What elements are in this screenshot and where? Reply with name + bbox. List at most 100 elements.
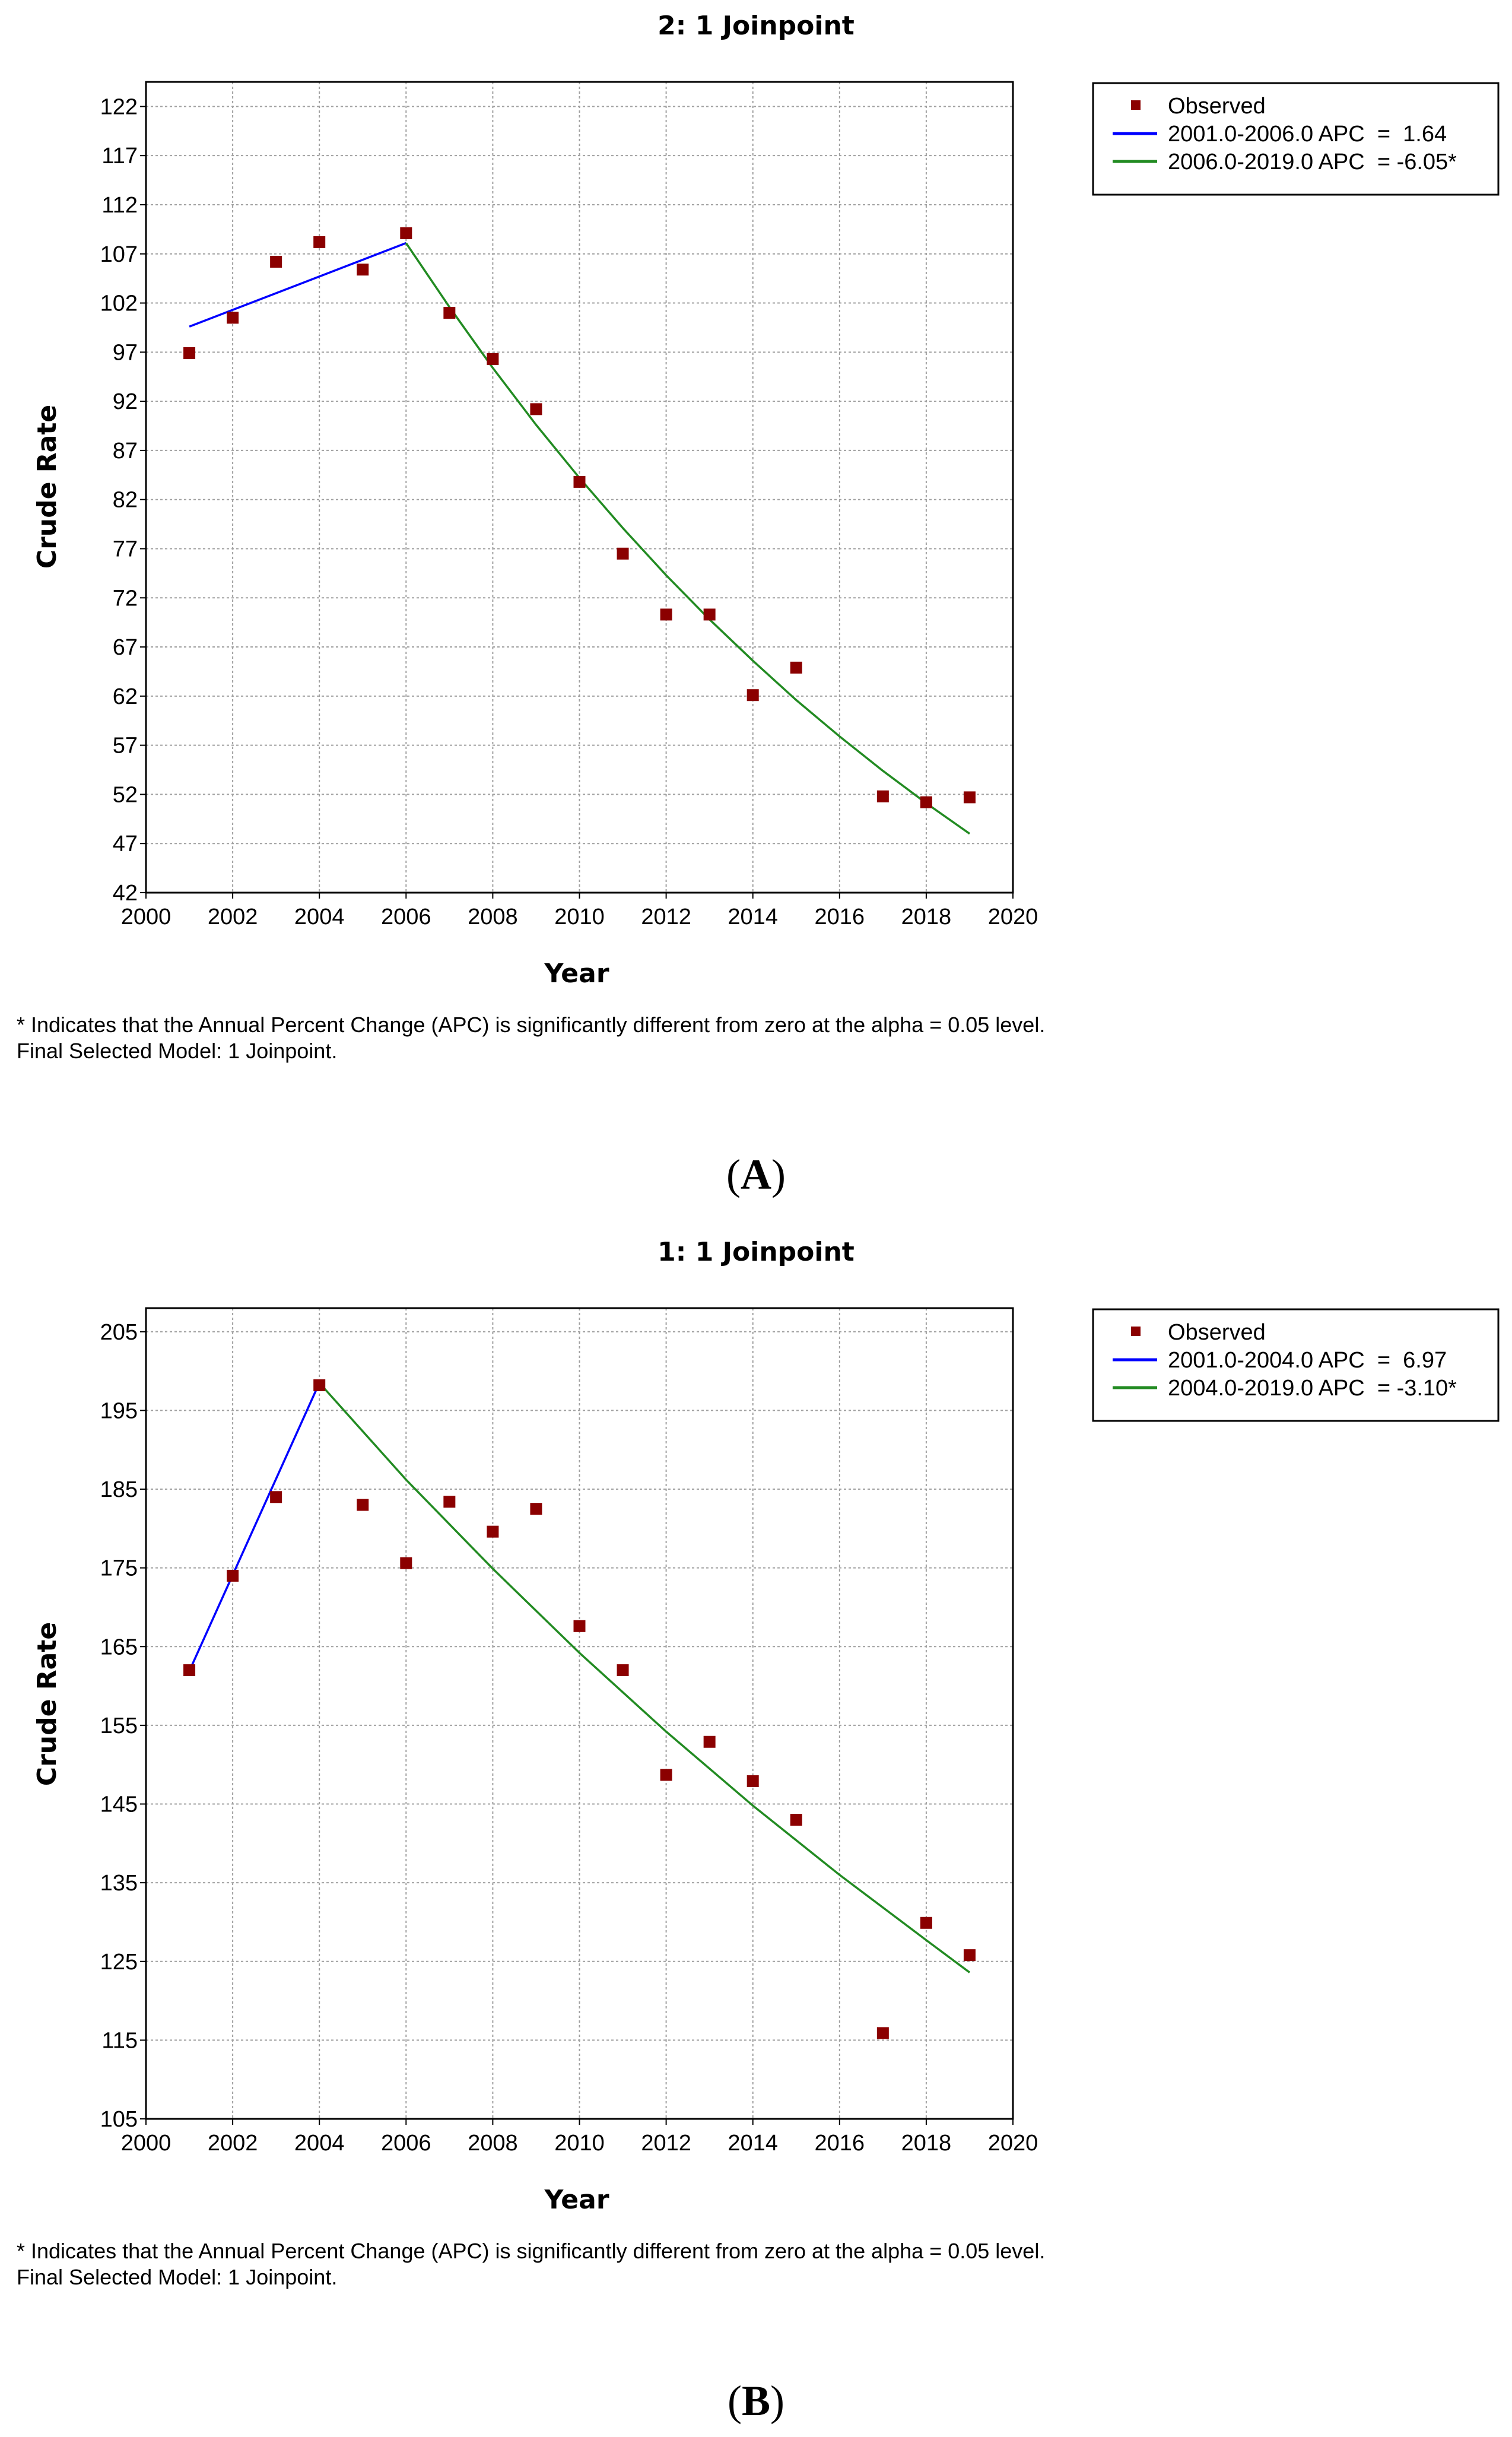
x-tick-label: 2012 [641,905,691,929]
x-tick-label: 2004 [294,905,345,929]
y-tick-label: 57 [113,734,138,759]
observed-point-2015 [790,1814,802,1826]
observed-point-2009 [530,1503,542,1515]
observed-point-2002 [227,312,239,324]
observed-point-2019 [963,1949,976,1962]
y-tick-label: 145 [100,1792,138,1817]
y-tick-label: 165 [100,1635,138,1659]
y-axis-label: Crude Rate [32,405,62,569]
legend: Observed 2001.0-2006.0 APC = 1.64 2006.0… [1092,82,1500,196]
x-tick-label: 2008 [468,2131,518,2156]
observed-point-2013 [703,1735,716,1748]
panel-b: 1: 1 Joinpoint 2000 2002 2004 2006 2008 2010 2… [0,1226,1512,2437]
x-tick-label: 2016 [815,905,865,929]
y-tick-label: 175 [100,1556,138,1581]
y-tick-label: 125 [100,1950,138,1975]
observed-point-2018 [920,796,932,808]
grid-lines [146,82,1013,893]
legend-entry-segment1: 2001.0-2004.0 APC = 6.97 [1168,1348,1447,1373]
legend-observed-marker [1131,1327,1141,1336]
y-tick-label: 47 [113,832,138,856]
observed-point-2013 [703,608,716,621]
x-tick-label: 2010 [554,2131,605,2156]
x-tick-label: 2008 [468,905,518,929]
panel-label-b: (B) [728,2377,784,2425]
x-axis-label: Year [544,959,609,989]
x-tick-label: 2006 [381,905,431,929]
x-tick-label: 2002 [208,2131,258,2156]
y-axis-label: Crude Rate [32,1622,62,1786]
observed-point-2010 [573,475,586,488]
y-tick-label: 117 [101,144,138,169]
y-tick-label: 155 [100,1713,138,1738]
grid-lines [146,1308,1013,2119]
y-tick-label: 102 [100,291,138,316]
observed-point-2004 [313,236,326,248]
observed-point-2003 [270,1491,282,1503]
observed-point-2008 [487,1525,499,1538]
x-tick-label: 2004 [294,2131,345,2156]
observed-point-2015 [790,661,802,674]
panel-a: 2: 1 Joinpoint 2000 2002 2004 2006 2008 2010 2… [0,0,1512,1211]
y-tick-label: 115 [101,2028,138,2053]
series-layer [189,242,971,835]
x-tick-label: 2014 [728,2131,778,2156]
legend-entry-segment2: 2006.0-2019.0 APC = -6.05* [1168,150,1457,174]
observed-point-2004 [313,1379,326,1391]
observed-point-2008 [487,353,499,365]
y-tick-label: 122 [100,94,138,119]
legend-box [1092,1308,1500,1422]
legend-entry-segment2: 2004.0-2019.0 APC = -3.10* [1168,1376,1457,1401]
x-tick-label: 2020 [988,905,1038,929]
observed-point-2017 [876,2027,889,2039]
footnote-model: Final Selected Model: 1 Joinpoint. [17,2265,338,2289]
observed-point-2011 [617,547,629,560]
y-tick-label: 112 [101,193,138,218]
observed-point-2007 [443,1496,456,1508]
y-tick-label: 92 [113,389,138,414]
footnote-model: Final Selected Model: 1 Joinpoint. [17,1039,338,1063]
y-tick-label: 62 [113,684,138,709]
observed-points [183,1379,976,2039]
x-tick-label: 2016 [815,2131,865,2156]
x-tick-label: 2012 [641,2131,691,2156]
observed-point-2006 [400,1557,412,1569]
observed-point-2002 [227,1569,239,1582]
y-tick-label: 87 [113,439,138,464]
y-tick-labels: 42 47 52 57 62 67 72 77 82 87 92 97 102 107 112 117 122 [100,94,146,906]
fitted-segment-2-line [405,242,971,835]
y-tick-labels: 105 115 125 135 145 155 165 175 185 195 205 [100,1320,146,2132]
y-tick-label: 77 [113,537,138,561]
y-tick-label: 195 [100,1398,138,1423]
observed-point-2001 [183,347,196,359]
footnote-alpha: * Indicates that the Annual Percent Chan… [17,2239,1046,2263]
observed-point-2014 [747,689,759,702]
y-tick-label: 82 [113,488,138,513]
chart-title: 2: 1 Joinpoint [657,11,855,41]
observed-points [183,227,976,808]
chart-title: 1: 1 Joinpoint [657,1237,855,1267]
x-tick-label: 2006 [381,2131,431,2156]
y-tick-label: 52 [113,782,138,807]
fitted-segment-2-line [318,1382,971,1973]
x-tick-label: 2020 [988,2131,1038,2156]
observed-point-2019 [963,791,976,804]
observed-point-2012 [660,608,672,621]
observed-point-2018 [920,1916,932,1929]
legend-entry-observed: Observed [1168,94,1266,119]
legend-entry-segment1: 2001.0-2006.0 APC = 1.64 [1168,122,1447,147]
legend-box [1092,82,1500,196]
observed-point-2017 [876,790,889,802]
observed-point-2011 [617,1664,629,1677]
x-tick-label: 2000 [121,905,171,929]
panel-label-a: (A) [726,1151,786,1198]
y-tick-label: 97 [113,340,138,365]
observed-point-2014 [747,1775,759,1788]
y-tick-label: 185 [100,1477,138,1502]
observed-point-2010 [573,1620,586,1632]
fitted-segment-1-line [188,1382,320,1672]
chart-b: 1: 1 Joinpoint 2000 2002 2004 2006 2008 2010 2… [32,1237,1500,2215]
observed-point-2006 [400,227,412,239]
y-tick-label: 67 [113,635,138,660]
x-tick-label: 2002 [208,905,258,929]
